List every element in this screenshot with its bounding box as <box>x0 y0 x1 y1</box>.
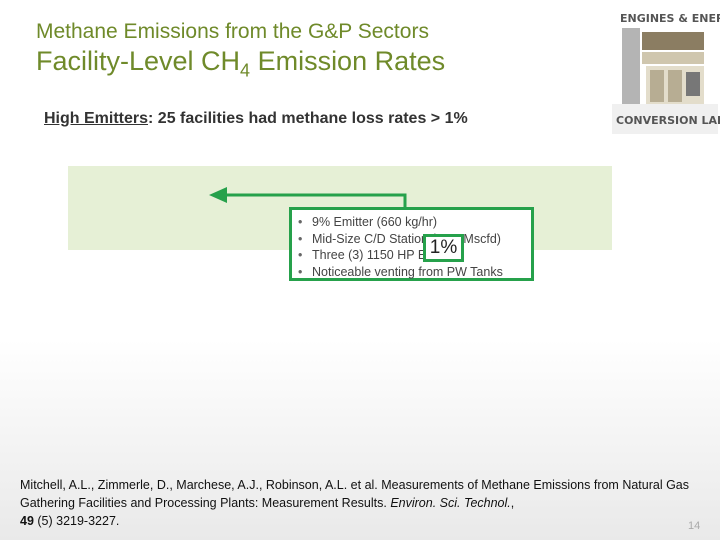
heading-main: Facility-Level CH <box>36 46 241 76</box>
citation: Mitchell, A.L., Zimmerle, D., Marchese, … <box>20 476 710 530</box>
building-icon <box>612 28 718 134</box>
heading-subscript: 4 <box>240 60 251 81</box>
callout-arrow <box>209 187 407 208</box>
high-emitters-label: High Emitters <box>44 110 149 127</box>
citation-journal: Environ. Sci. Technol. <box>390 496 511 510</box>
list-item: 9% Emitter (660 kg/hr) <box>298 214 531 231</box>
lab-logo: ENGINES & ENERGY CONVERSION LAB <box>612 10 720 136</box>
slide-heading: Facility-Level CH4 Emission Rates <box>36 46 445 81</box>
high-emitters-summary: High Emitters: 25 facilities had methane… <box>44 110 468 128</box>
logo-text-top: ENGINES & ENERGY <box>620 12 720 25</box>
heading-tail: Emission Rates <box>250 46 446 76</box>
emitter-details-list: 9% Emitter (660 kg/hr) Mid-Size C/D Stat… <box>292 210 531 280</box>
emitter-details-box: 9% Emitter (660 kg/hr) Mid-Size C/D Stat… <box>289 207 534 281</box>
page-number: 14 <box>688 520 701 532</box>
logo-text-bottom: CONVERSION LAB <box>616 114 720 127</box>
citation-pages: (5) 3219-3227. <box>33 514 120 528</box>
list-item: Three (3) 1150 HP Engines <box>298 247 531 264</box>
high-emitters-text: : 25 facilities had methane loss rates >… <box>148 110 468 127</box>
citation-punct: , <box>510 496 515 510</box>
list-item: Noticeable venting from PW Tanks <box>298 264 531 281</box>
citation-authors: Mitchell, A.L., Zimmerle, D., Marchese, … <box>20 478 690 510</box>
slide-title: Methane Emissions from the G&P Sectors <box>36 20 429 43</box>
percent-label: 1% <box>423 234 464 262</box>
list-item: Mid-Size C/D Station (15 MMscfd) <box>298 231 531 248</box>
citation-volume: 49 <box>20 514 34 528</box>
